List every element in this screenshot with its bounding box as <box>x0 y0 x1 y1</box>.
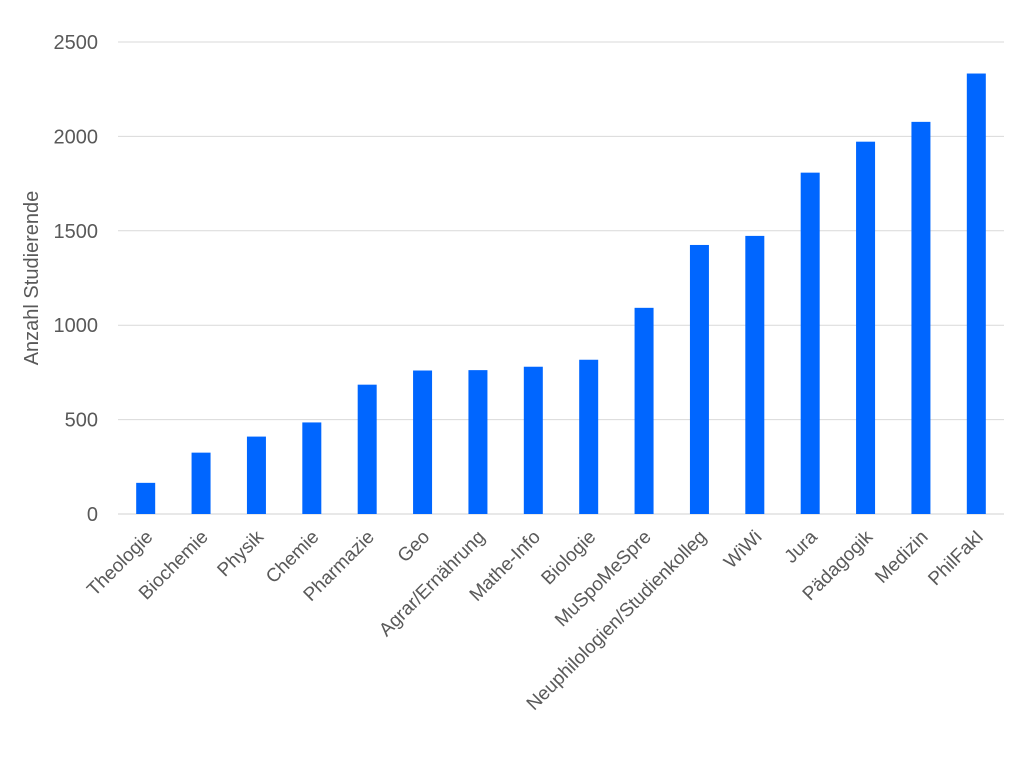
x-category-label: WiWi <box>720 527 766 573</box>
x-category-label: MuSpoMeSpre <box>551 527 655 631</box>
bar <box>579 359 599 514</box>
bar <box>634 307 654 514</box>
bar <box>745 235 765 515</box>
bar <box>523 366 543 514</box>
bar <box>800 172 820 514</box>
bar <box>191 452 211 514</box>
y-tick-label: 500 <box>65 410 98 432</box>
bar <box>357 384 377 514</box>
bar <box>136 482 156 514</box>
x-category-label: Jura <box>781 526 822 567</box>
bar <box>911 121 931 514</box>
bar <box>302 422 322 514</box>
y-axis-title: Anzahl Studierende <box>21 191 43 366</box>
x-category-label: Medizin <box>871 527 932 588</box>
bar <box>246 436 266 514</box>
y-tick-label: 1500 <box>54 221 99 243</box>
bar <box>689 244 709 514</box>
bar <box>468 370 488 514</box>
y-tick-label: 1000 <box>54 315 99 337</box>
x-category-label: Physik <box>214 526 269 581</box>
x-category-label: Geo <box>394 527 434 567</box>
y-tick-label: 0 <box>87 504 98 526</box>
y-axis-tick-labels: 0 500 1000 1500 2000 2500 <box>54 32 99 526</box>
bar <box>856 141 876 514</box>
bars <box>136 73 986 515</box>
bar <box>413 370 433 514</box>
y-tick-label: 2500 <box>54 32 99 54</box>
x-category-label: PhilFakI <box>924 527 987 590</box>
bar <box>966 73 986 514</box>
y-tick-label: 2000 <box>54 126 99 148</box>
